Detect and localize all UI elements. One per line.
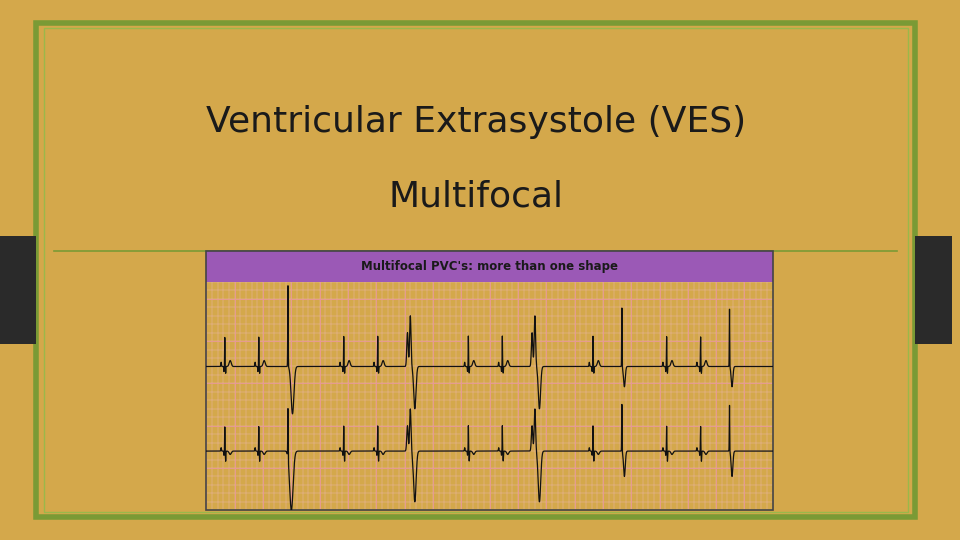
- Bar: [206, 252, 773, 282]
- Bar: [915, 235, 951, 345]
- Bar: [0, 235, 36, 345]
- Text: Ventricular Extrasystole (VES): Ventricular Extrasystole (VES): [205, 105, 746, 139]
- Text: Multifocal PVC's: more than one shape: Multifocal PVC's: more than one shape: [361, 260, 618, 273]
- Text: Multifocal: Multifocal: [388, 179, 564, 213]
